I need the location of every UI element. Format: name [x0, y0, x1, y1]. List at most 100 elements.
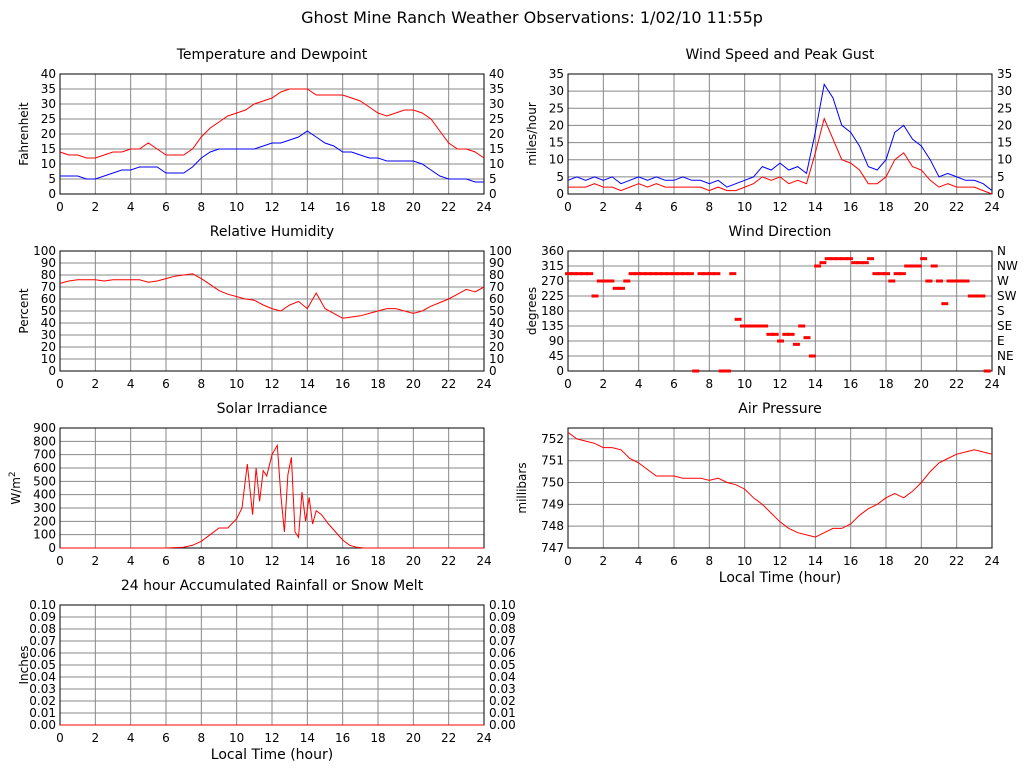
y-tick-label: 400 — [33, 488, 56, 502]
x-tick-label: 12 — [264, 731, 279, 745]
series-line — [568, 117, 993, 195]
x-tick-label: 0 — [564, 554, 572, 568]
y-tick-label: 60 — [41, 292, 56, 306]
y-tick-label: 50 — [41, 304, 56, 318]
data-point — [845, 257, 853, 261]
series-line — [60, 443, 484, 549]
data-point — [575, 272, 583, 276]
y-tick-label: 360 — [541, 244, 564, 258]
x-tick-label: 4 — [127, 200, 135, 214]
x-tick-label: 6 — [670, 200, 678, 214]
y-tick-label: 10 — [549, 153, 564, 167]
data-point — [734, 317, 742, 321]
data-point — [824, 257, 832, 261]
x-tick-label: 2 — [92, 377, 100, 391]
y-tick-label: 600 — [33, 461, 56, 475]
right-tick-label: 50 — [489, 304, 504, 318]
solar-chart: 0 2 4 6 8 10 12 14 16 18 20 22 240100200300400500600… — [8, 401, 492, 568]
data-point — [883, 272, 890, 276]
right-tick-label: 35 — [489, 82, 504, 96]
data-point — [798, 324, 806, 328]
y-tick-label: 0.09 — [29, 610, 56, 624]
right-tick-label: 100 — [489, 244, 512, 258]
x-tick-label: 14 — [808, 554, 823, 568]
y-axis-label: Percent — [17, 288, 31, 333]
y-tick-label: 0.02 — [29, 694, 56, 708]
data-point — [766, 332, 774, 336]
data-point — [644, 272, 652, 276]
y-tick-label: 10 — [41, 157, 56, 171]
plot-frame — [567, 427, 993, 549]
data-point — [708, 272, 716, 276]
data-point — [898, 272, 906, 276]
x-tick-label: 20 — [406, 200, 421, 214]
data-point — [713, 272, 721, 276]
x-tick-label: 4 — [635, 200, 643, 214]
y-tick-label: 10 — [41, 352, 56, 366]
x-tick-label: 24 — [476, 200, 491, 214]
data-point — [686, 272, 694, 276]
chart-title: Wind Speed and Peak Gust — [686, 47, 875, 63]
y-tick-label: 300 — [33, 501, 56, 515]
right-tick-label: 20 — [489, 340, 504, 354]
data-point — [612, 286, 620, 290]
data-point — [702, 272, 710, 276]
y-tick-label: 35 — [549, 67, 564, 81]
y-tick-label: 0.04 — [29, 670, 56, 684]
right-tick-label: 0.07 — [489, 634, 516, 648]
x-tick-label: 24 — [476, 554, 491, 568]
data-point — [761, 324, 769, 328]
plot-frame — [59, 73, 485, 195]
y-tick-label: 0.00 — [29, 718, 56, 732]
x-tick-label: 14 — [300, 377, 315, 391]
y-axis-label: Fahrenheit — [17, 102, 31, 166]
x-tick-label: 16 — [335, 731, 350, 745]
y-tick-label: 0.07 — [29, 634, 56, 648]
x-tick-label: 4 — [127, 554, 135, 568]
x-tick-label: 8 — [706, 377, 714, 391]
y-tick-label: 20 — [549, 118, 564, 132]
x-tick-label: 20 — [406, 377, 421, 391]
x-tick-label: 10 — [737, 554, 752, 568]
right-tick-label: 0.04 — [489, 670, 516, 684]
data-point — [819, 261, 827, 265]
plot-frame — [567, 250, 993, 372]
x-tick-label: 18 — [370, 554, 385, 568]
y-tick-label: 80 — [41, 268, 56, 282]
y-tick-label: 315 — [541, 259, 564, 273]
data-point — [782, 332, 790, 336]
y-tick-label: 100 — [33, 528, 56, 542]
y-tick-label: 90 — [549, 334, 564, 348]
y-tick-label: 0 — [556, 364, 564, 378]
y-tick-label: 35 — [41, 82, 56, 96]
right-tick-label: 25 — [489, 112, 504, 126]
y-axis-label: W/m2 — [8, 471, 23, 504]
series-line — [567, 431, 993, 538]
x-tick-label: 22 — [441, 200, 456, 214]
y-tick-label: 70 — [41, 280, 56, 294]
right-tick-label: 30 — [489, 328, 504, 342]
data-point — [978, 294, 986, 298]
x-tick-label: 18 — [878, 554, 893, 568]
x-tick-label: 0 — [56, 554, 64, 568]
right-tick-label: 0.03 — [489, 682, 516, 696]
data-point — [888, 279, 896, 283]
x-tick-label: 2 — [600, 377, 608, 391]
x-axis-label: Local Time (hour) — [211, 747, 333, 763]
wind-chart: 0 2 4 6 8 10 12 14 16 18 20 22 240510152025303505101… — [525, 47, 1012, 214]
x-tick-label: 6 — [162, 554, 170, 568]
x-tick-label: 12 — [772, 377, 787, 391]
right-tick-label: 15 — [489, 142, 504, 156]
right-tick-label: S — [997, 304, 1005, 318]
right-tick-label: N — [997, 364, 1006, 378]
y-tick-label: 0.10 — [29, 598, 56, 612]
y-tick-label: 135 — [541, 319, 564, 333]
right-tick-label: 35 — [997, 67, 1012, 81]
right-tick-label: N — [997, 244, 1006, 258]
right-tick-label: 20 — [489, 127, 504, 141]
y-tick-label: 900 — [33, 421, 56, 435]
y-tick-label: 752 — [541, 432, 564, 446]
x-tick-label: 4 — [127, 731, 135, 745]
data-point — [814, 264, 822, 268]
y-tick-label: 90 — [41, 256, 56, 270]
